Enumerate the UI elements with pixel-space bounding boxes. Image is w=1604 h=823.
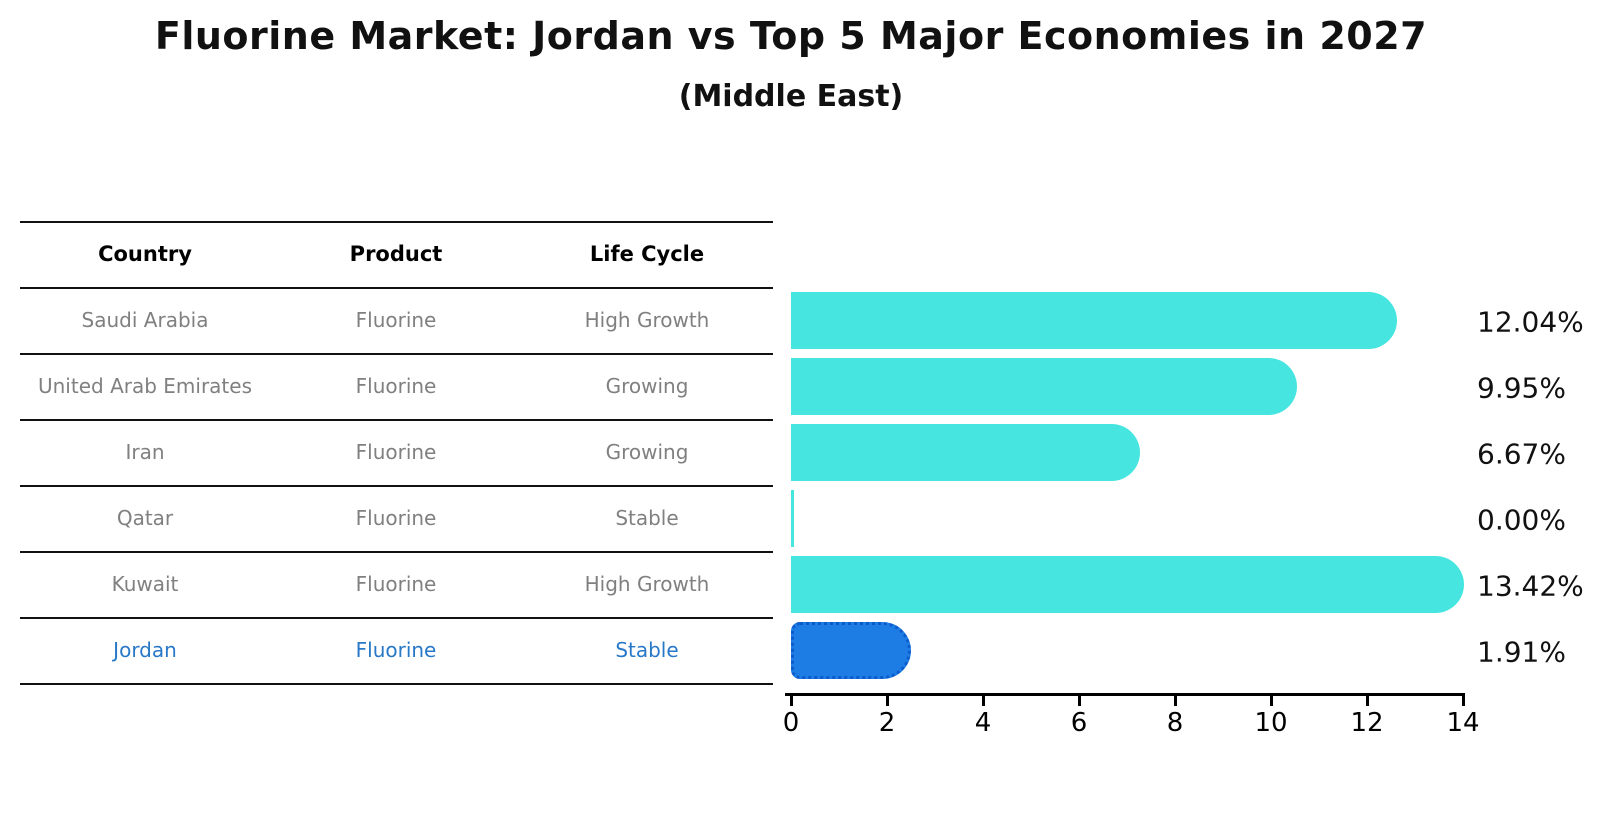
bar <box>791 555 1464 613</box>
table-line <box>20 353 773 355</box>
row-product: Fluorine <box>355 440 437 464</box>
row-country: United Arab Emirates <box>37 374 253 398</box>
x-axis-tick-label: 8 <box>1166 708 1184 738</box>
bar <box>791 357 1298 415</box>
row-product: Fluorine <box>355 572 437 596</box>
row-product: Fluorine <box>355 638 437 662</box>
bar <box>791 291 1398 349</box>
bar-jordan <box>791 621 912 679</box>
table-line <box>20 221 773 223</box>
chart-subtitle: (Middle East) <box>678 79 904 114</box>
row-life-cycle: Growing <box>605 374 689 398</box>
x-axis-tick-label: 0 <box>782 708 800 738</box>
x-axis-tick <box>885 696 889 706</box>
table-line <box>20 617 773 619</box>
row-country: Kuwait <box>111 572 179 596</box>
bar-value-label: 9.95% <box>1477 371 1566 405</box>
bar-value-label: 1.91% <box>1477 635 1566 669</box>
x-axis-line <box>785 693 1465 696</box>
row-country: Jordan <box>113 638 177 662</box>
table-line <box>20 551 773 553</box>
x-axis-tick <box>1173 696 1177 706</box>
row-life-cycle: High Growth <box>584 572 710 596</box>
row-life-cycle: Stable <box>615 506 679 530</box>
x-axis-tick <box>789 696 793 706</box>
x-axis-tick <box>1077 696 1081 706</box>
row-life-cycle: Growing <box>605 440 689 464</box>
row-product: Fluorine <box>355 506 437 530</box>
row-life-cycle: Stable <box>615 638 679 662</box>
table-line <box>20 419 773 421</box>
bar-value-label: 6.67% <box>1477 437 1566 471</box>
row-country: Qatar <box>116 506 174 530</box>
bar-value-label: 12.04% <box>1477 305 1584 339</box>
bar <box>791 423 1140 481</box>
table-header-life-cycle: Life Cycle <box>589 242 705 266</box>
bar-value-label: 0.00% <box>1477 503 1566 537</box>
x-axis-tick <box>1461 696 1465 706</box>
table-header-product: Product <box>349 242 443 266</box>
row-country: Iran <box>125 440 165 464</box>
x-axis-tick-label: 10 <box>1254 708 1288 738</box>
table-line <box>20 287 773 289</box>
chart-title: Fluorine Market: Jordan vs Top 5 Major E… <box>154 14 1428 58</box>
row-country: Saudi Arabia <box>81 308 209 332</box>
table-line <box>20 485 773 487</box>
x-axis-tick-label: 6 <box>1070 708 1088 738</box>
x-axis-tick-label: 12 <box>1350 708 1384 738</box>
row-life-cycle: High Growth <box>584 308 710 332</box>
table-line <box>20 683 773 685</box>
x-axis-tick-label: 2 <box>878 708 896 738</box>
bar <box>791 489 794 547</box>
x-axis-tick <box>1269 696 1273 706</box>
x-axis-tick <box>1365 696 1369 706</box>
x-axis-tick <box>981 696 985 706</box>
table-header-country: Country <box>98 242 192 266</box>
row-product: Fluorine <box>355 308 437 332</box>
x-axis-tick-label: 4 <box>974 708 992 738</box>
x-axis-tick-label: 14 <box>1446 708 1480 738</box>
bar-value-label: 13.42% <box>1477 569 1584 603</box>
row-product: Fluorine <box>355 374 437 398</box>
